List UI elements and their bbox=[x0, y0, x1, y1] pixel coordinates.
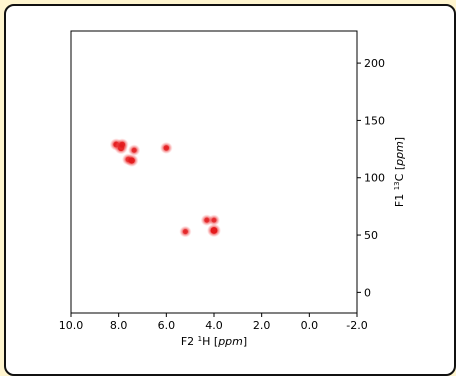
x-tick-label: 10.0 bbox=[59, 319, 84, 332]
peak-4 bbox=[128, 144, 141, 157]
peak-8 bbox=[179, 225, 192, 238]
y-tick-label: 0 bbox=[364, 286, 371, 299]
peak-10 bbox=[208, 214, 220, 226]
x-tick-label: 2.0 bbox=[253, 319, 271, 332]
y-tick-label: 50 bbox=[364, 229, 378, 242]
x-tick-label: 8.0 bbox=[110, 319, 128, 332]
x-tick-label: 4.0 bbox=[205, 319, 223, 332]
y-tick-label: 200 bbox=[364, 57, 385, 70]
peak-7 bbox=[160, 141, 173, 154]
peaks-layer bbox=[109, 138, 221, 238]
peak-11 bbox=[207, 223, 221, 238]
y-axis-ticks: 0 50 100 150 200 bbox=[357, 57, 385, 299]
x-axis-ticks: 10.0 8.0 6.0 4.0 2.0 0.0 -2.0 bbox=[59, 313, 368, 332]
peak-3 bbox=[115, 138, 129, 151]
y-tick-label: 150 bbox=[364, 114, 385, 127]
plot-frame bbox=[70, 30, 358, 314]
chart-card bbox=[4, 4, 456, 376]
y-axis-label: F1 13C [ppm] bbox=[393, 137, 406, 207]
x-tick-label: -2.0 bbox=[346, 319, 367, 332]
y-tick-label: 100 bbox=[364, 172, 385, 185]
x-tick-label: 6.0 bbox=[158, 319, 176, 332]
peak-6 bbox=[125, 154, 139, 167]
x-tick-label: 0.0 bbox=[301, 319, 319, 332]
x-axis-label: F2 1H [ppm] bbox=[181, 335, 247, 348]
